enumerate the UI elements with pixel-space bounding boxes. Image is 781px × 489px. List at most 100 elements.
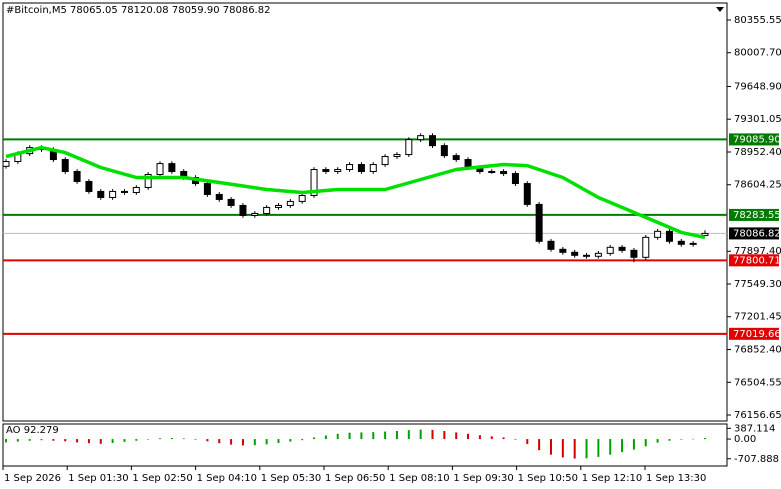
- x-tick-label: 1 Sep 2026: [4, 473, 61, 484]
- ao-bar: [170, 437, 173, 440]
- ao-bar: [360, 432, 363, 440]
- ao-bar: [490, 436, 493, 440]
- candle-body: [618, 246, 626, 251]
- ao-bar: [324, 435, 327, 440]
- candle-body: [286, 200, 294, 206]
- candle-body: [535, 203, 543, 242]
- x-tick-label: 1 Sep 01:30: [68, 473, 128, 484]
- y-tick-label: 78604.25: [734, 180, 781, 191]
- candle-body: [132, 186, 140, 193]
- ohlc-high: 78120.08: [121, 5, 169, 16]
- ao-bar: [549, 439, 552, 455]
- ao-bar: [28, 439, 31, 441]
- x-tick-label: 1 Sep 12:10: [582, 473, 642, 484]
- ao-y-tick-label: 387.114: [734, 423, 775, 434]
- ao-bar: [40, 439, 43, 441]
- candle-body: [559, 248, 567, 253]
- candle-body: [357, 164, 365, 172]
- ao-bar: [502, 437, 505, 440]
- candle-body: [571, 251, 579, 256]
- y-tick-label: 76156.65: [734, 410, 781, 421]
- ao-bar: [573, 439, 576, 459]
- ao-title: AO: [6, 425, 21, 436]
- ao-bar: [431, 429, 434, 440]
- candle-body: [665, 230, 673, 242]
- candle-body: [239, 204, 247, 216]
- level-label-box: [729, 327, 779, 340]
- ao-bar: [621, 439, 624, 453]
- ao-bar: [372, 432, 375, 440]
- candle-body: [642, 236, 650, 258]
- ao-bar: [644, 439, 647, 447]
- candle-body: [2, 161, 10, 167]
- ao-bar: [182, 438, 185, 440]
- ao-bar: [526, 439, 529, 445]
- candle-body: [677, 240, 685, 245]
- candle-body: [298, 194, 306, 202]
- candle-body: [583, 254, 591, 257]
- header: #Bitcoin,M5 78065.05 78120.08 78059.90 7…: [6, 5, 270, 16]
- candle-body: [156, 163, 164, 176]
- last-price-label: 78086.82: [733, 228, 781, 239]
- ao-bar: [64, 439, 67, 442]
- ao-bar: [656, 439, 659, 443]
- ao-bar: [301, 439, 304, 441]
- ao-bar: [265, 439, 268, 445]
- ao-bar: [289, 439, 292, 442]
- x-tick-label: 1 Sep 09:30: [453, 473, 513, 484]
- candle-body: [73, 170, 81, 182]
- y-tick-label: 77549.30: [734, 279, 781, 290]
- candle-body: [417, 135, 425, 141]
- candle-body: [97, 190, 105, 198]
- candle-body: [606, 246, 614, 254]
- ao-bar: [111, 439, 114, 443]
- ao-bar: [135, 439, 138, 441]
- x-tick-label: 1 Sep 08:10: [389, 473, 449, 484]
- dropdown-arrow[interactable]: [716, 7, 724, 12]
- candle-body: [61, 159, 69, 172]
- candle-body: [511, 173, 519, 185]
- candle-body: [274, 204, 282, 208]
- x-tick-label: 1 Sep 02:50: [132, 473, 192, 484]
- candle-body: [334, 169, 342, 172]
- ao-bar: [692, 438, 695, 440]
- candle-body: [227, 198, 235, 206]
- ao-bar: [253, 439, 256, 446]
- y-tick-label: 78952.40: [734, 147, 781, 158]
- x-tick-label: 1 Sep 05:30: [261, 473, 321, 484]
- ao-bar: [704, 437, 706, 440]
- ao-bar: [680, 439, 683, 440]
- candle-body: [251, 212, 259, 216]
- ao-bar: [218, 439, 221, 444]
- candle-body: [109, 190, 117, 198]
- ao-bar: [336, 433, 339, 440]
- ohlc-close: 78086.82: [223, 5, 271, 16]
- ao-bar: [514, 439, 517, 440]
- ao-bar: [597, 439, 600, 457]
- candle-body: [547, 240, 555, 250]
- candle-body: [405, 139, 413, 156]
- ao-bar: [395, 431, 398, 440]
- y-tick-label: 79301.05: [734, 114, 781, 125]
- ao-y-tick-label: -707.888: [734, 454, 779, 465]
- level-label: 78283.55: [733, 210, 781, 221]
- level-label: 77019.66: [733, 329, 781, 340]
- ohlc-low: 78059.90: [172, 5, 220, 16]
- candle-body: [120, 190, 128, 193]
- ao-bar: [632, 439, 635, 450]
- ohlc-open: 78065.05: [70, 5, 118, 16]
- level-label-box: [729, 254, 779, 267]
- ao-frame: [2, 423, 728, 467]
- main-frame: [2, 2, 728, 422]
- level-label-box: [729, 133, 779, 146]
- ao-bar: [277, 439, 280, 443]
- ao-bar: [384, 431, 387, 440]
- ao-bar: [159, 438, 162, 440]
- x-tick-label: 1 Sep 10:50: [518, 473, 578, 484]
- ao-bar: [538, 439, 541, 451]
- level-label: 77800.71: [733, 255, 781, 266]
- ao-bar: [419, 429, 422, 440]
- ao-bar: [443, 431, 446, 440]
